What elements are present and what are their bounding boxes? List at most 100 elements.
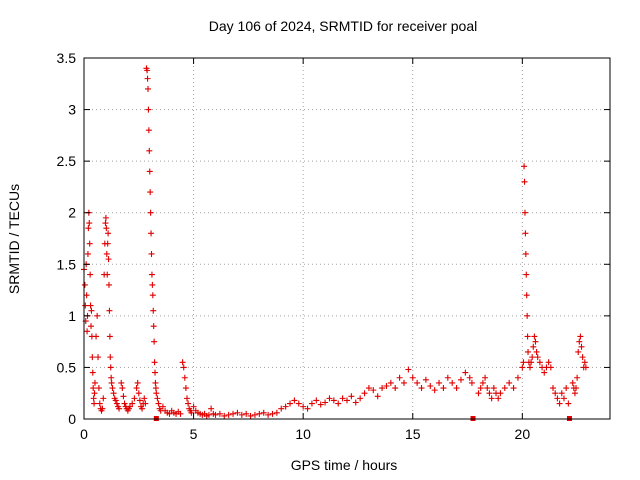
data-point [148, 230, 155, 237]
data-point [576, 338, 583, 345]
data-point [89, 369, 96, 376]
data-point [422, 376, 429, 383]
data-point [93, 333, 100, 340]
x-tick-label: 15 [405, 426, 421, 442]
data-point [151, 359, 158, 366]
data-point [243, 410, 250, 417]
data-point [383, 382, 390, 389]
data-point [278, 405, 285, 412]
data-point [149, 281, 156, 288]
data-point [84, 328, 91, 335]
data-point [521, 178, 528, 185]
data-point [106, 307, 113, 314]
data-point [127, 403, 134, 410]
data-point [87, 302, 94, 309]
data-point [352, 399, 359, 406]
data-point [308, 400, 315, 407]
data-point [335, 400, 342, 407]
data-point [291, 397, 298, 404]
data-point [265, 411, 272, 418]
data-point [90, 385, 97, 392]
data-point [107, 364, 114, 371]
data-point [86, 220, 93, 227]
data-point [344, 397, 350, 404]
data-point [247, 412, 254, 419]
data-point [225, 411, 232, 418]
data-point [468, 379, 475, 386]
data-point [556, 400, 563, 407]
data-point [528, 359, 535, 366]
data-point [574, 374, 581, 381]
data-point [95, 354, 102, 361]
data-point [221, 412, 228, 419]
data-point [506, 379, 513, 386]
data-point [300, 403, 307, 410]
data-point [365, 385, 372, 392]
data-point [82, 302, 89, 309]
data-point [81, 281, 88, 288]
data-point [100, 395, 107, 402]
data-point [147, 189, 154, 196]
data-point [185, 400, 192, 407]
data-point [475, 390, 482, 397]
data-point [154, 395, 161, 402]
data-point [184, 395, 191, 402]
data-point [113, 400, 120, 407]
data-point [440, 385, 447, 392]
data-point [88, 307, 95, 314]
data-point [547, 364, 554, 371]
data-point [208, 405, 215, 412]
data-point [322, 399, 329, 406]
data-point [260, 409, 267, 416]
data-point [541, 369, 548, 376]
data-point [131, 395, 138, 402]
data-point [212, 411, 219, 418]
data-point [106, 333, 113, 340]
data-point [88, 323, 95, 330]
data-point [374, 393, 381, 400]
data-point [182, 385, 189, 392]
data-point [180, 364, 187, 371]
y-tick-label: 0.5 [57, 359, 77, 375]
data-point [234, 409, 241, 416]
data-point [108, 379, 115, 386]
data-point [87, 271, 94, 278]
data-point [153, 390, 160, 397]
data-point [181, 374, 188, 381]
data-point [575, 348, 582, 355]
data-point [522, 250, 529, 257]
data-point [396, 374, 403, 381]
data-point [146, 147, 153, 154]
data-point [85, 225, 92, 232]
data-point [523, 292, 530, 299]
y-axis-label: SRMTID / TECUs [6, 184, 22, 294]
data-point [144, 85, 151, 92]
data-point [582, 364, 589, 371]
data-point [558, 390, 565, 397]
data-point [107, 354, 114, 361]
data-points [81, 65, 589, 419]
data-point [269, 410, 276, 417]
data-point [495, 395, 502, 402]
data-point [142, 400, 149, 407]
data-point [133, 385, 140, 392]
y-tick-label: 0 [68, 411, 76, 427]
data-point [524, 333, 531, 340]
data-point [484, 385, 491, 392]
data-point [560, 395, 567, 402]
x-axis-ticks: 0 5 10 15 20 [80, 58, 530, 442]
data-point [86, 240, 93, 247]
data-point [155, 400, 162, 407]
data-point [141, 395, 148, 402]
data-point [527, 364, 534, 371]
data-point [135, 390, 142, 397]
data-point [109, 385, 116, 392]
data-point [90, 395, 97, 402]
data-point [501, 385, 508, 392]
data-point [531, 333, 538, 340]
data-point [108, 374, 115, 381]
data-point [578, 343, 585, 350]
data-point [519, 364, 526, 371]
data-point [577, 333, 584, 340]
data-point [453, 385, 460, 392]
